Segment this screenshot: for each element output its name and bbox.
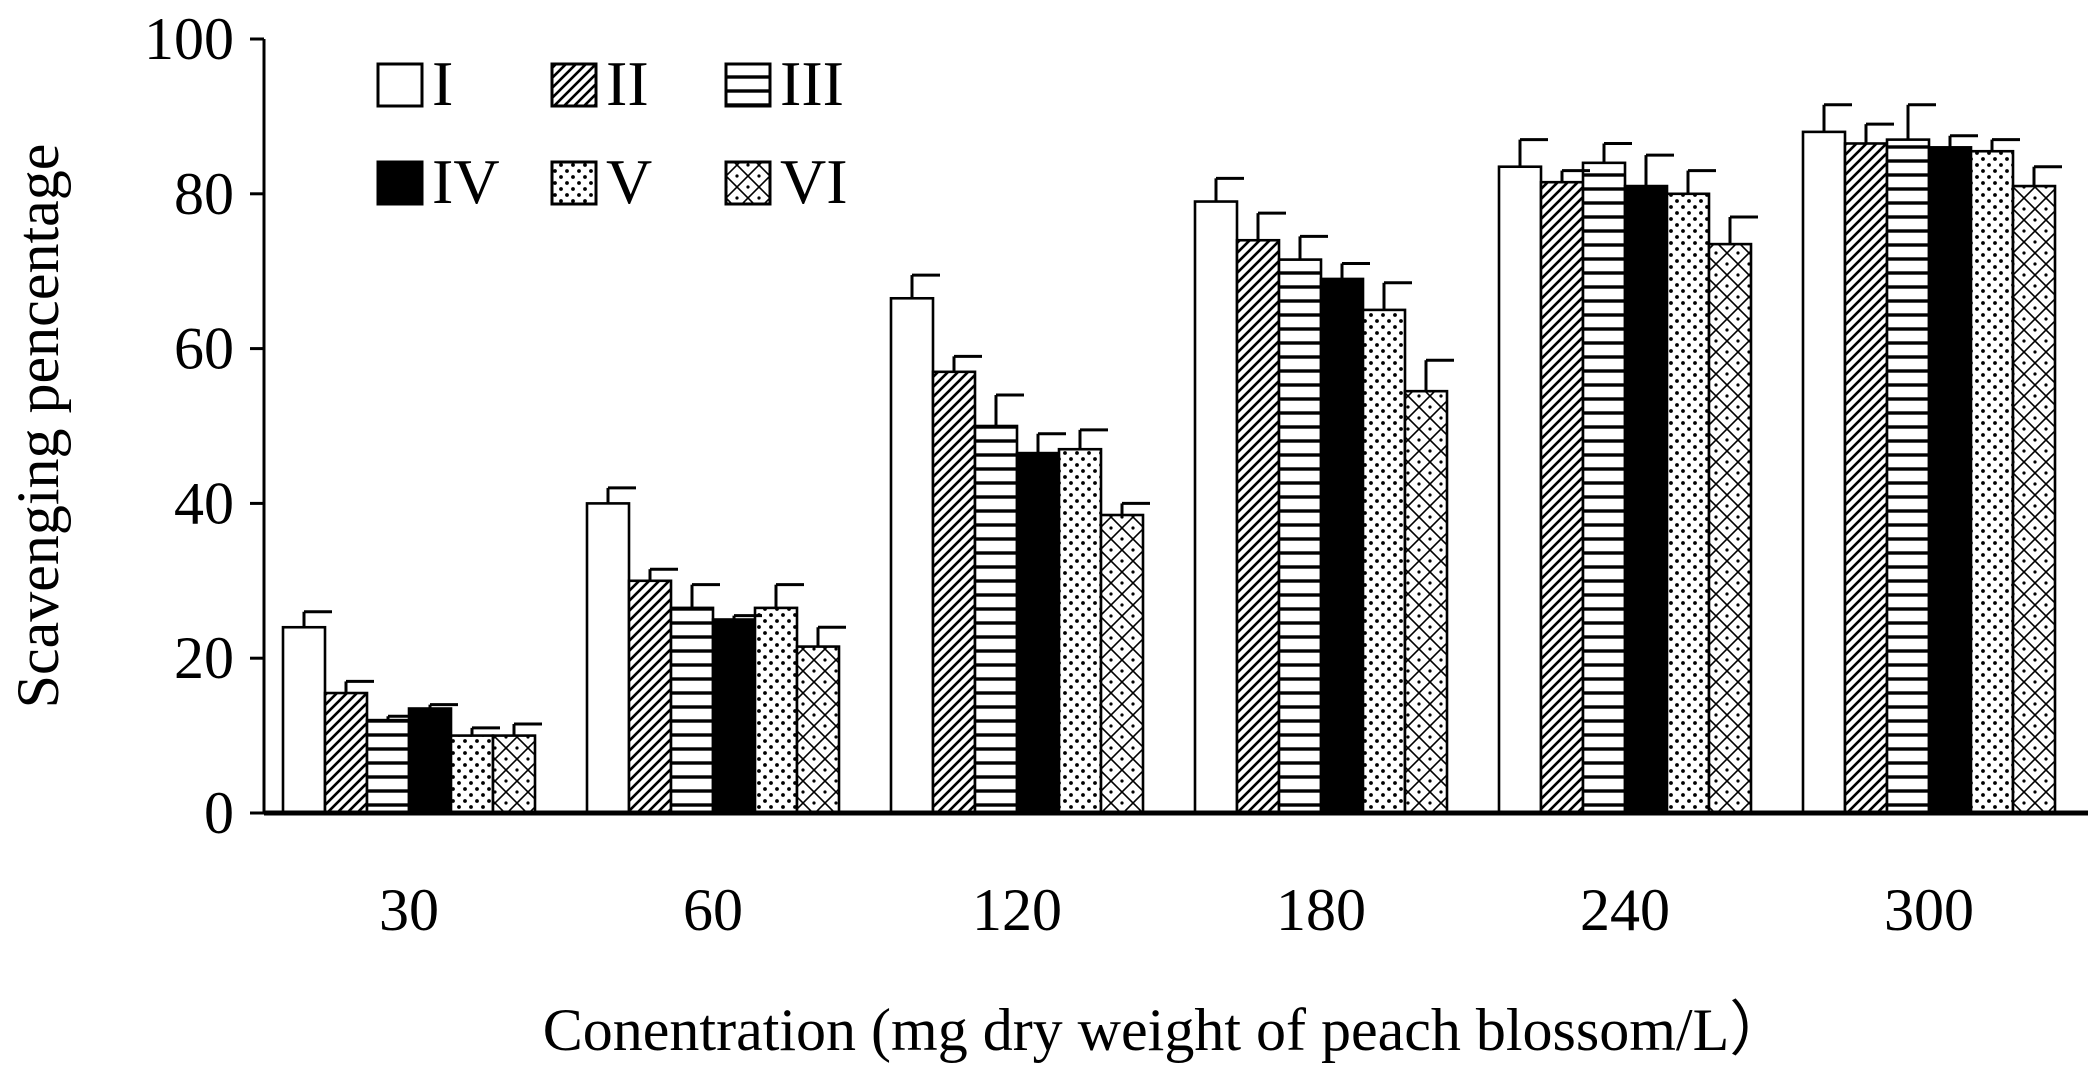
- bar-iii-60: [669, 606, 715, 815]
- legend-label-iii: III: [780, 48, 844, 119]
- legend-swatch-ii: [550, 62, 598, 108]
- y-tick-label-0: 0: [204, 780, 234, 846]
- bar-i-180: [1193, 200, 1239, 815]
- bar-ii-60: [627, 579, 673, 815]
- bar-ii-120: [931, 370, 977, 815]
- bar-ii-300: [1843, 142, 1889, 815]
- x-tick-label-30: 30: [379, 877, 439, 943]
- axes: 0 20 40 60 80 100: [144, 6, 2088, 846]
- x-axis-title: Conentration (mg dry weight of peach blo…: [543, 997, 1789, 1063]
- legend-item-vi: VI: [724, 146, 848, 217]
- bar-v-240: [1665, 192, 1711, 815]
- bar-i-120: [889, 296, 935, 815]
- bar-ii-30: [323, 691, 369, 815]
- legend-swatch-iii: [724, 62, 772, 108]
- bar-ii-180: [1235, 238, 1281, 815]
- bar-v-30: [449, 734, 495, 815]
- x-tick-label-120: 120: [972, 877, 1062, 943]
- x-tick-label-300: 300: [1884, 877, 1974, 943]
- bar-iv-300: [1927, 146, 1973, 815]
- bar-iv-60: [711, 618, 757, 815]
- legend-swatch-iv: [376, 160, 424, 206]
- x-tick-labels: 30 60 120 180 240 300: [379, 877, 1974, 943]
- legend-label-i: I: [432, 48, 453, 119]
- bar-v-120: [1057, 447, 1103, 815]
- bar-iii-300: [1885, 138, 1931, 815]
- bar-vi-180: [1403, 389, 1449, 815]
- bar-i-300: [1801, 130, 1847, 815]
- x-tick-label-240: 240: [1580, 877, 1670, 943]
- y-tick-label-100: 100: [144, 6, 234, 72]
- legend-item-ii: II: [550, 48, 649, 119]
- bar-iv-30: [407, 707, 453, 815]
- legend-item-iii: III: [724, 48, 844, 119]
- bars-layer: [281, 130, 2057, 815]
- bar-vi-240: [1707, 242, 1753, 815]
- error-bars-layer: [302, 103, 2062, 736]
- bar-v-180: [1361, 308, 1407, 815]
- bar-iii-180: [1277, 258, 1323, 815]
- bar-iii-240: [1581, 161, 1627, 815]
- bar-vi-300: [2011, 184, 2057, 815]
- y-axis-title: Scavenging pencentage: [5, 144, 71, 709]
- y-ticks: 0 20 40 60 80 100: [144, 6, 264, 846]
- bar-ii-240: [1539, 180, 1585, 815]
- x-tick-label-60: 60: [683, 877, 743, 943]
- legend-swatch-v: [550, 160, 598, 206]
- legend-label-v: V: [606, 146, 652, 217]
- bar-i-240: [1497, 165, 1543, 815]
- y-tick-label-80: 80: [174, 161, 234, 227]
- y-tick-label-40: 40: [174, 470, 234, 536]
- bar-iii-120: [973, 424, 1019, 815]
- legend-label-ii: II: [606, 48, 649, 119]
- y-tick-label-60: 60: [174, 316, 234, 382]
- bar-vi-60: [795, 645, 841, 815]
- legend-swatch-vi: [724, 160, 772, 206]
- x-tick-label-180: 180: [1276, 877, 1366, 943]
- bar-i-30: [281, 625, 327, 815]
- bar-iv-120: [1015, 451, 1061, 815]
- y-tick-label-20: 20: [174, 625, 234, 691]
- legend-swatch-i: [376, 62, 424, 108]
- bar-i-60: [585, 502, 631, 815]
- bar-vi-120: [1099, 513, 1145, 815]
- legend-item-i: I: [376, 48, 453, 119]
- bar-iii-30: [365, 718, 411, 815]
- legend-label-vi: VI: [780, 146, 848, 217]
- bar-v-300: [1969, 149, 2015, 815]
- legend-item-v: V: [550, 146, 652, 217]
- legend-label-iv: IV: [432, 146, 500, 217]
- bar-v-60: [753, 606, 799, 815]
- legend-item-iv: IV: [376, 146, 500, 217]
- bar-iv-240: [1623, 184, 1669, 815]
- bar-vi-30: [491, 734, 537, 815]
- bar-iv-180: [1319, 277, 1365, 815]
